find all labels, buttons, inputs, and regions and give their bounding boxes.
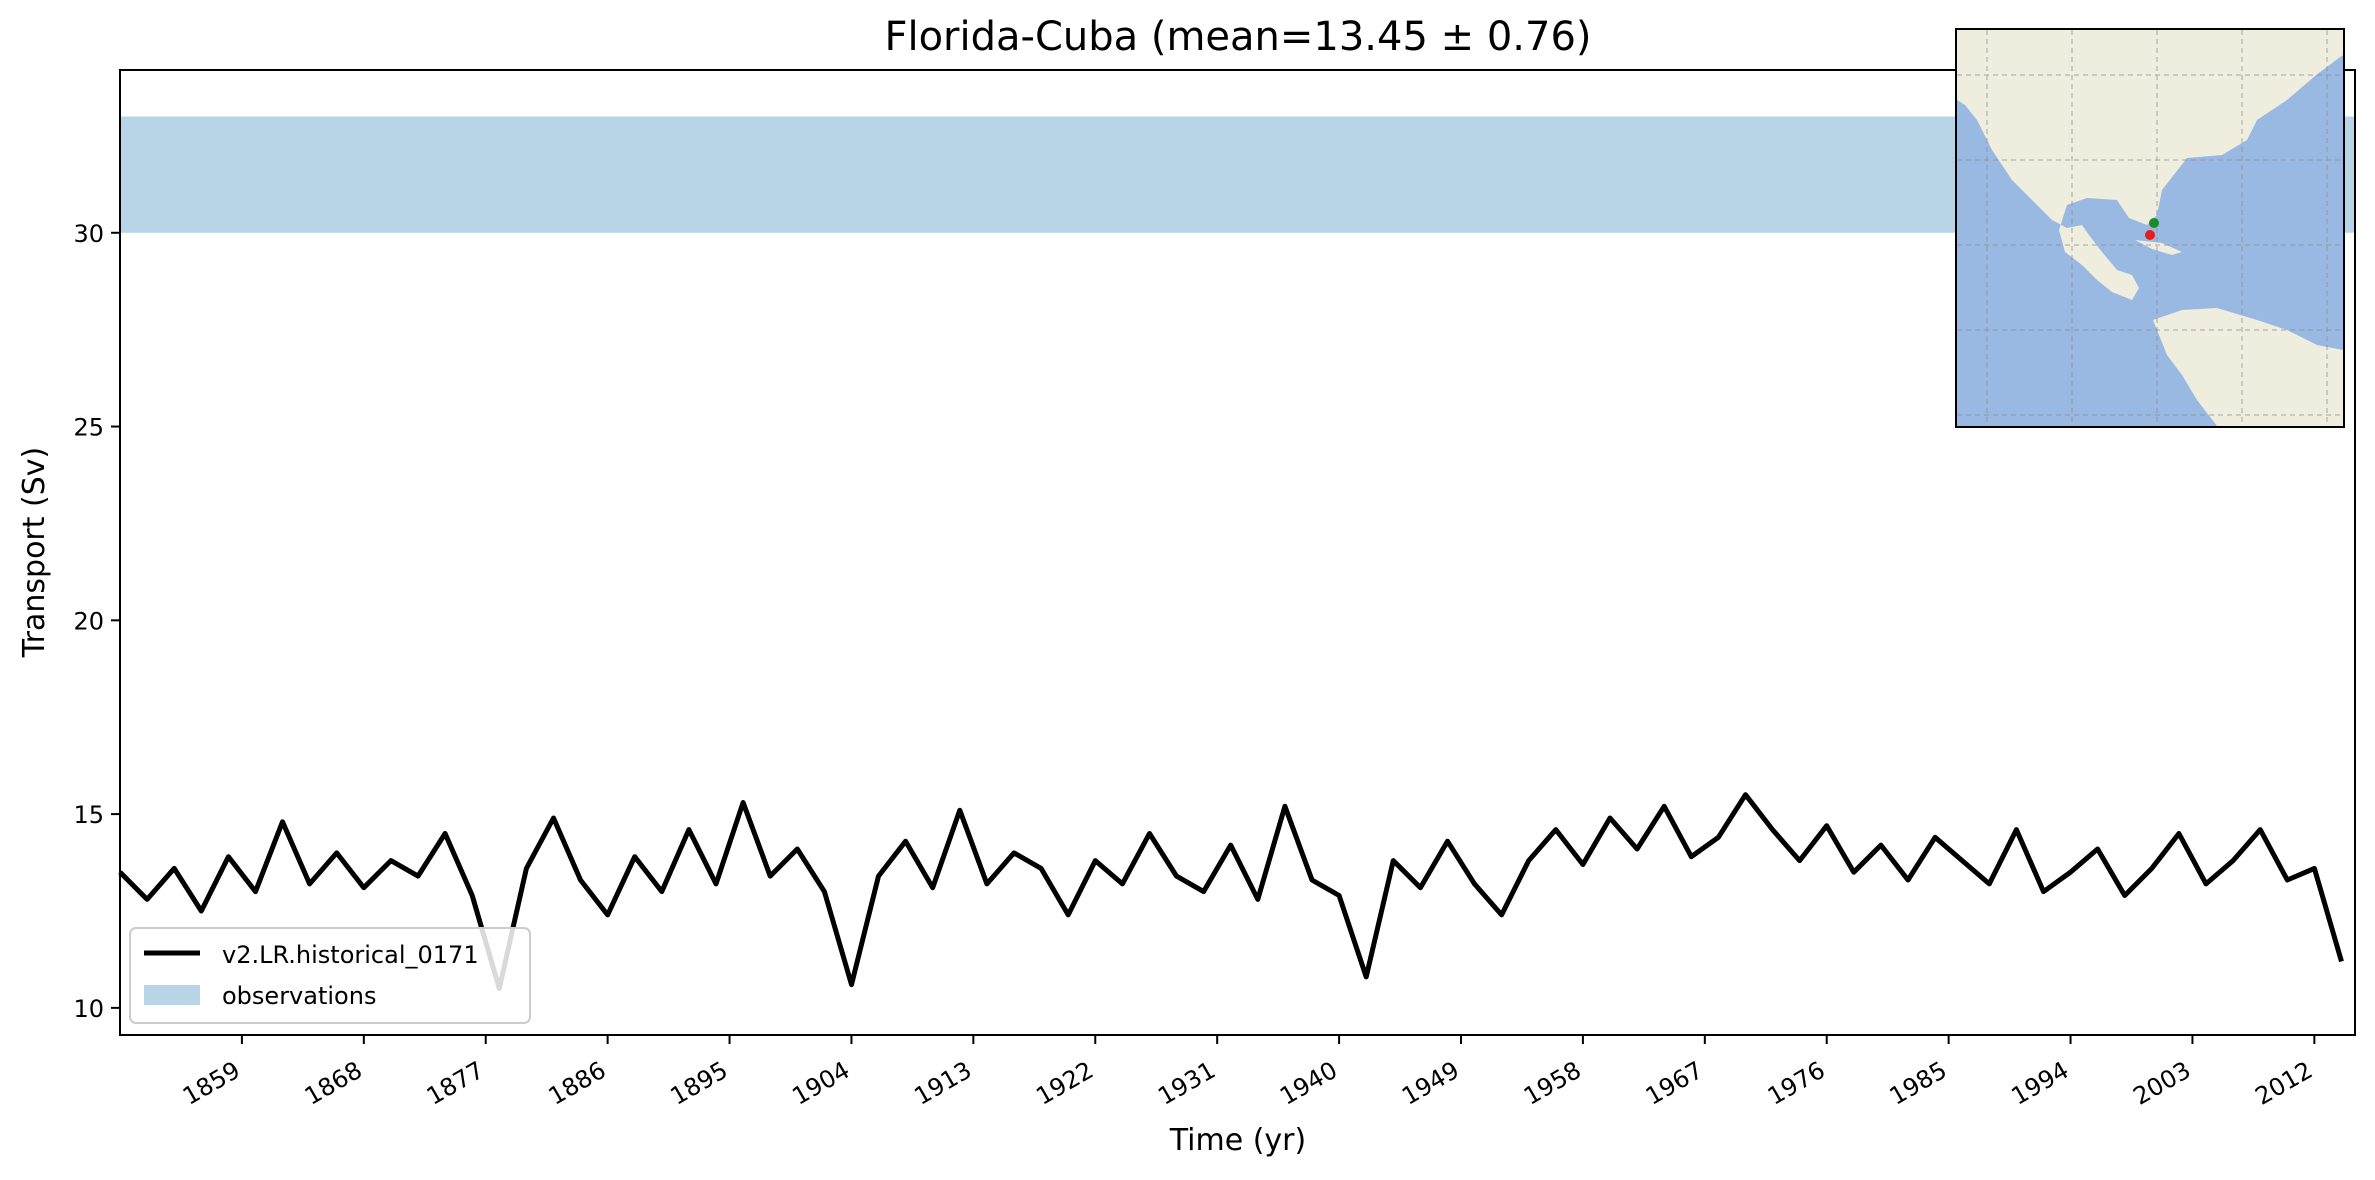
red-point-marker [2145, 230, 2155, 240]
y-axis-label: Transport (Sv) [17, 447, 52, 659]
y-tick-label: 10 [73, 995, 104, 1023]
x-tick-label: 1985 [1885, 1056, 1952, 1111]
y-tick-label: 15 [73, 801, 104, 829]
y-axis: 10 15 20 25 30 [73, 220, 120, 1023]
x-tick-label: 1904 [788, 1056, 855, 1111]
x-tick-label: 1886 [544, 1056, 611, 1111]
x-tick-label: 1877 [422, 1056, 489, 1111]
x-axis: 1859 1868 1877 1886 1895 1904 1913 1922 1931 1940… [178, 1035, 2317, 1111]
legend-band-swatch [144, 985, 200, 1005]
y-tick-label: 30 [73, 220, 104, 248]
x-tick-label: 1868 [300, 1056, 367, 1111]
south-america-land [2153, 308, 2343, 426]
y-tick-label: 20 [73, 607, 104, 635]
legend-series-label: v2.LR.historical_0171 [222, 941, 479, 969]
legend: v2.LR.historical_0171 observations [129, 927, 531, 1024]
inset-map [1955, 28, 2345, 428]
x-tick-label: 1931 [1153, 1056, 1220, 1111]
plot-frame [119, 69, 2356, 1036]
legend-observations-label: observations [222, 982, 376, 1010]
legend-box [129, 927, 531, 1024]
x-tick-label: 1994 [2007, 1056, 2074, 1111]
x-tick-label: 1976 [1763, 1056, 1830, 1111]
x-tick-label: 1949 [1397, 1056, 1464, 1111]
green-point-marker [2149, 218, 2159, 228]
cuba-land [2135, 240, 2182, 255]
x-tick-label: 1922 [1031, 1056, 1098, 1111]
x-axis-label: Time (yr) [1169, 1123, 1306, 1158]
chart-title: Florida-Cuba (mean=13.45 ± 0.76) [884, 14, 1591, 60]
x-tick-label: 1967 [1641, 1056, 1708, 1111]
x-tick-label: 1940 [1275, 1056, 1342, 1111]
greenland-land [2262, 30, 2343, 78]
north-america-land [1957, 30, 2343, 300]
map-gridlines [1957, 30, 2343, 426]
x-tick-label: 1895 [666, 1056, 733, 1111]
x-tick-label: 1913 [909, 1056, 976, 1111]
x-tick-label: 2003 [2129, 1056, 2196, 1111]
x-tick-label: 1859 [178, 1056, 245, 1111]
x-tick-label: 1958 [1519, 1056, 1586, 1111]
y-tick-label: 25 [73, 414, 104, 442]
x-tick-label: 2012 [2250, 1056, 2317, 1111]
